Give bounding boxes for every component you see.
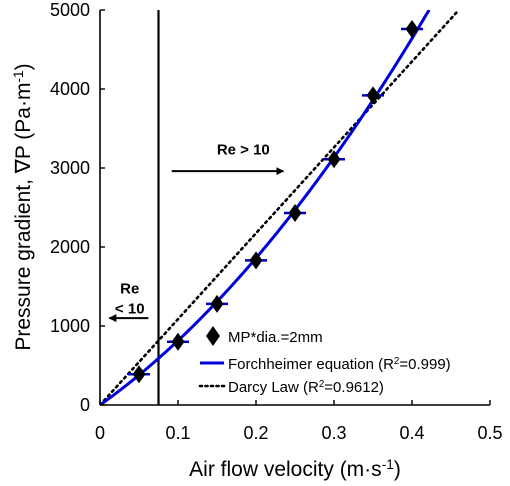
legend-layer: MP*dia.=2mm Forchheimer equation (R2=0.99… [198,326,451,397]
y-tick-label: 0 [80,395,90,415]
legend-label-forchheimer: Forchheimer equation (R2=0.999) [228,356,451,374]
x-axis-label: Air flow velocity (m·s-1) [189,457,401,482]
legend-label-mp: MP*dia.=2mm [228,329,323,346]
y-tick-label: 1000 [50,316,90,336]
annotation-layer: Re > 10 Re < 10 [108,142,285,323]
x-tick-label: 0.1 [165,423,190,443]
data-point-marker [327,150,341,169]
y-tick-label: 5000 [50,0,90,20]
data-point-marker [132,365,146,384]
annotation-re-below-10-line2: < 10 [115,301,145,318]
data-point-marker [210,294,224,313]
data-point-marker [249,251,263,270]
annotation-re-above-10: Re > 10 [217,142,270,159]
y-tick-label: 2000 [50,237,90,257]
legend-diamond-icon [206,326,220,346]
x-tick-label: 0.4 [399,423,424,443]
series-layer [100,10,461,405]
x-tick-label: 0 [95,423,105,443]
darcy-law-line [100,10,461,405]
x-tick-label: 0.3 [321,423,346,443]
y-tick-label: 4000 [50,79,90,99]
data-point-marker [288,204,302,223]
data-point-marker [171,332,185,351]
axes-layer: 0 0.1 0.2 0.3 0.4 0.5 0 1000 2000 3000 4000 5000 Air… [11,0,503,481]
annotation-re-below-10-line1: Re [120,281,139,298]
data-point-marker [405,19,419,38]
x-tick-label: 0.5 [477,423,502,443]
x-tick-label: 0.2 [243,423,268,443]
data-point-marker [366,86,380,105]
y-tick-label: 3000 [50,158,90,178]
legend-label-darcy: Darcy Law (R2=0.9612) [228,379,384,397]
y-axis-label: Pressure gradient, ∇P (Pa·m-1) [11,63,36,350]
